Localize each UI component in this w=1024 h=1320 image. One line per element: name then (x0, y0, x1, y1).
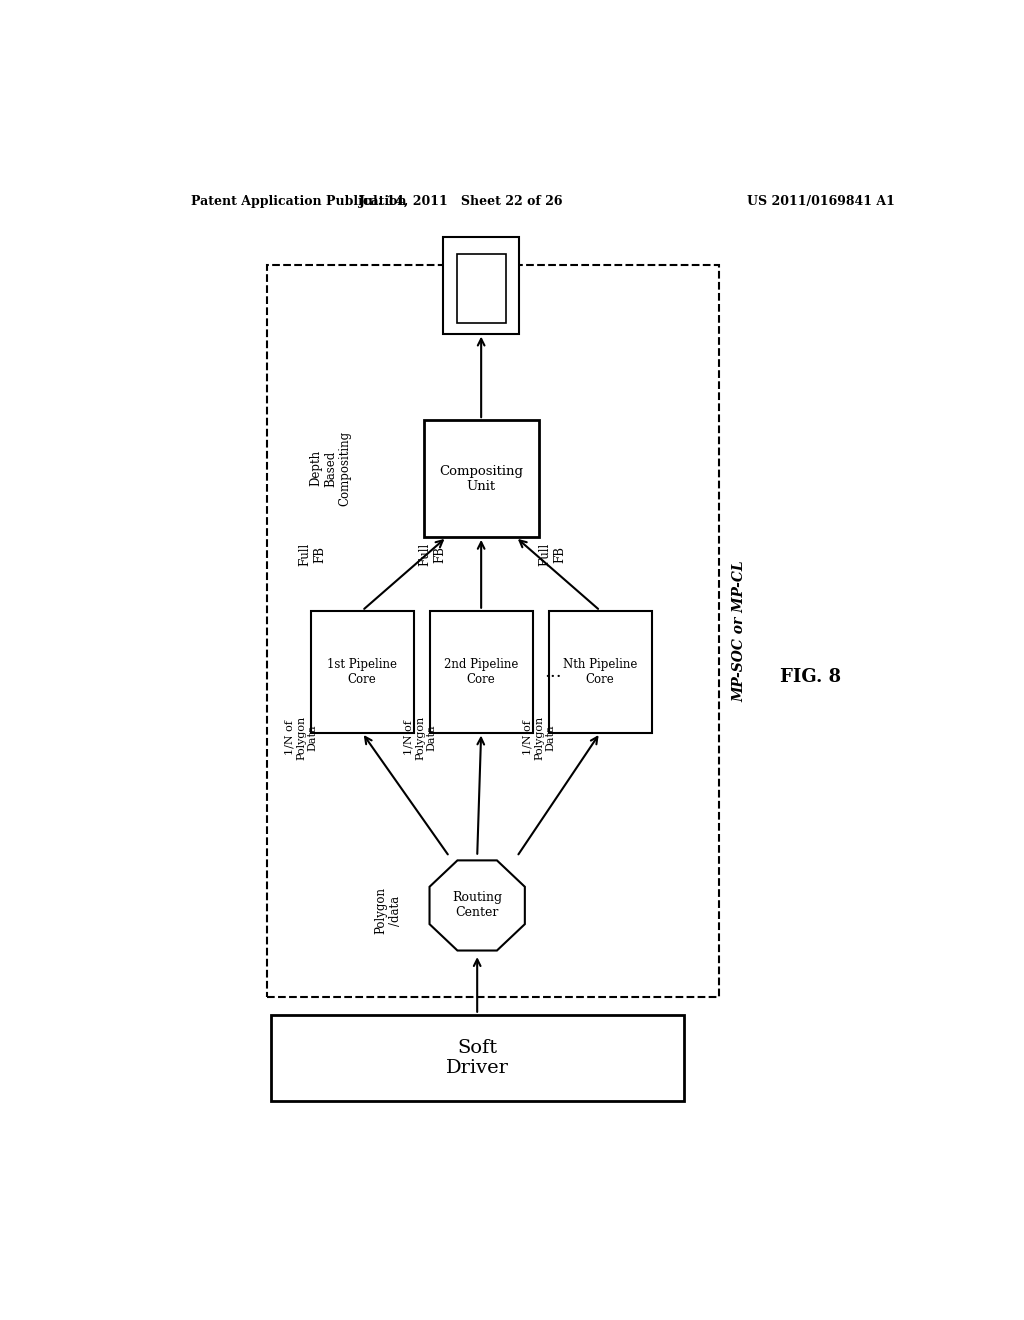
Bar (430, 611, 532, 733)
Text: 1/N of
Polygon
Data: 1/N of Polygon Data (403, 715, 436, 760)
Text: 1/N of
Polygon
Data: 1/N of Polygon Data (285, 715, 317, 760)
Bar (270, 1015, 684, 1101)
Bar (424, 420, 539, 537)
Text: 1/N of
Polygon
Data: 1/N of Polygon Data (522, 715, 556, 760)
Text: ...: ... (544, 663, 561, 681)
Text: Nth Pipeline
Core: Nth Pipeline Core (563, 657, 637, 685)
Text: 2nd Pipeline
Core: 2nd Pipeline Core (444, 657, 518, 685)
Text: Full
FB: Full FB (298, 543, 326, 566)
Text: US 2011/0169841 A1: US 2011/0169841 A1 (748, 194, 895, 207)
Text: FIG. 8: FIG. 8 (780, 668, 841, 686)
Polygon shape (429, 861, 525, 950)
Text: Routing
Center: Routing Center (453, 891, 502, 920)
Text: Jul. 14, 2011   Sheet 22 of 26: Jul. 14, 2011 Sheet 22 of 26 (359, 194, 563, 207)
Text: Polygon
/data: Polygon /data (375, 887, 402, 935)
Bar (549, 611, 652, 733)
Text: Soft
Driver: Soft Driver (445, 1039, 509, 1077)
Text: Full
FB: Full FB (539, 543, 566, 566)
Text: Patent Application Publication: Patent Application Publication (191, 194, 407, 207)
Bar (310, 611, 414, 733)
Text: Compositing
Unit: Compositing Unit (439, 465, 523, 492)
Bar (457, 253, 506, 323)
Text: 1st Pipeline
Core: 1st Pipeline Core (327, 657, 397, 685)
Text: MP-SOC or MP-CL: MP-SOC or MP-CL (732, 560, 746, 702)
Text: Full
FB: Full FB (418, 543, 445, 566)
Bar (267, 265, 719, 997)
Text: Depth
Based
Compositing: Depth Based Compositing (309, 430, 352, 506)
Bar (443, 238, 519, 334)
